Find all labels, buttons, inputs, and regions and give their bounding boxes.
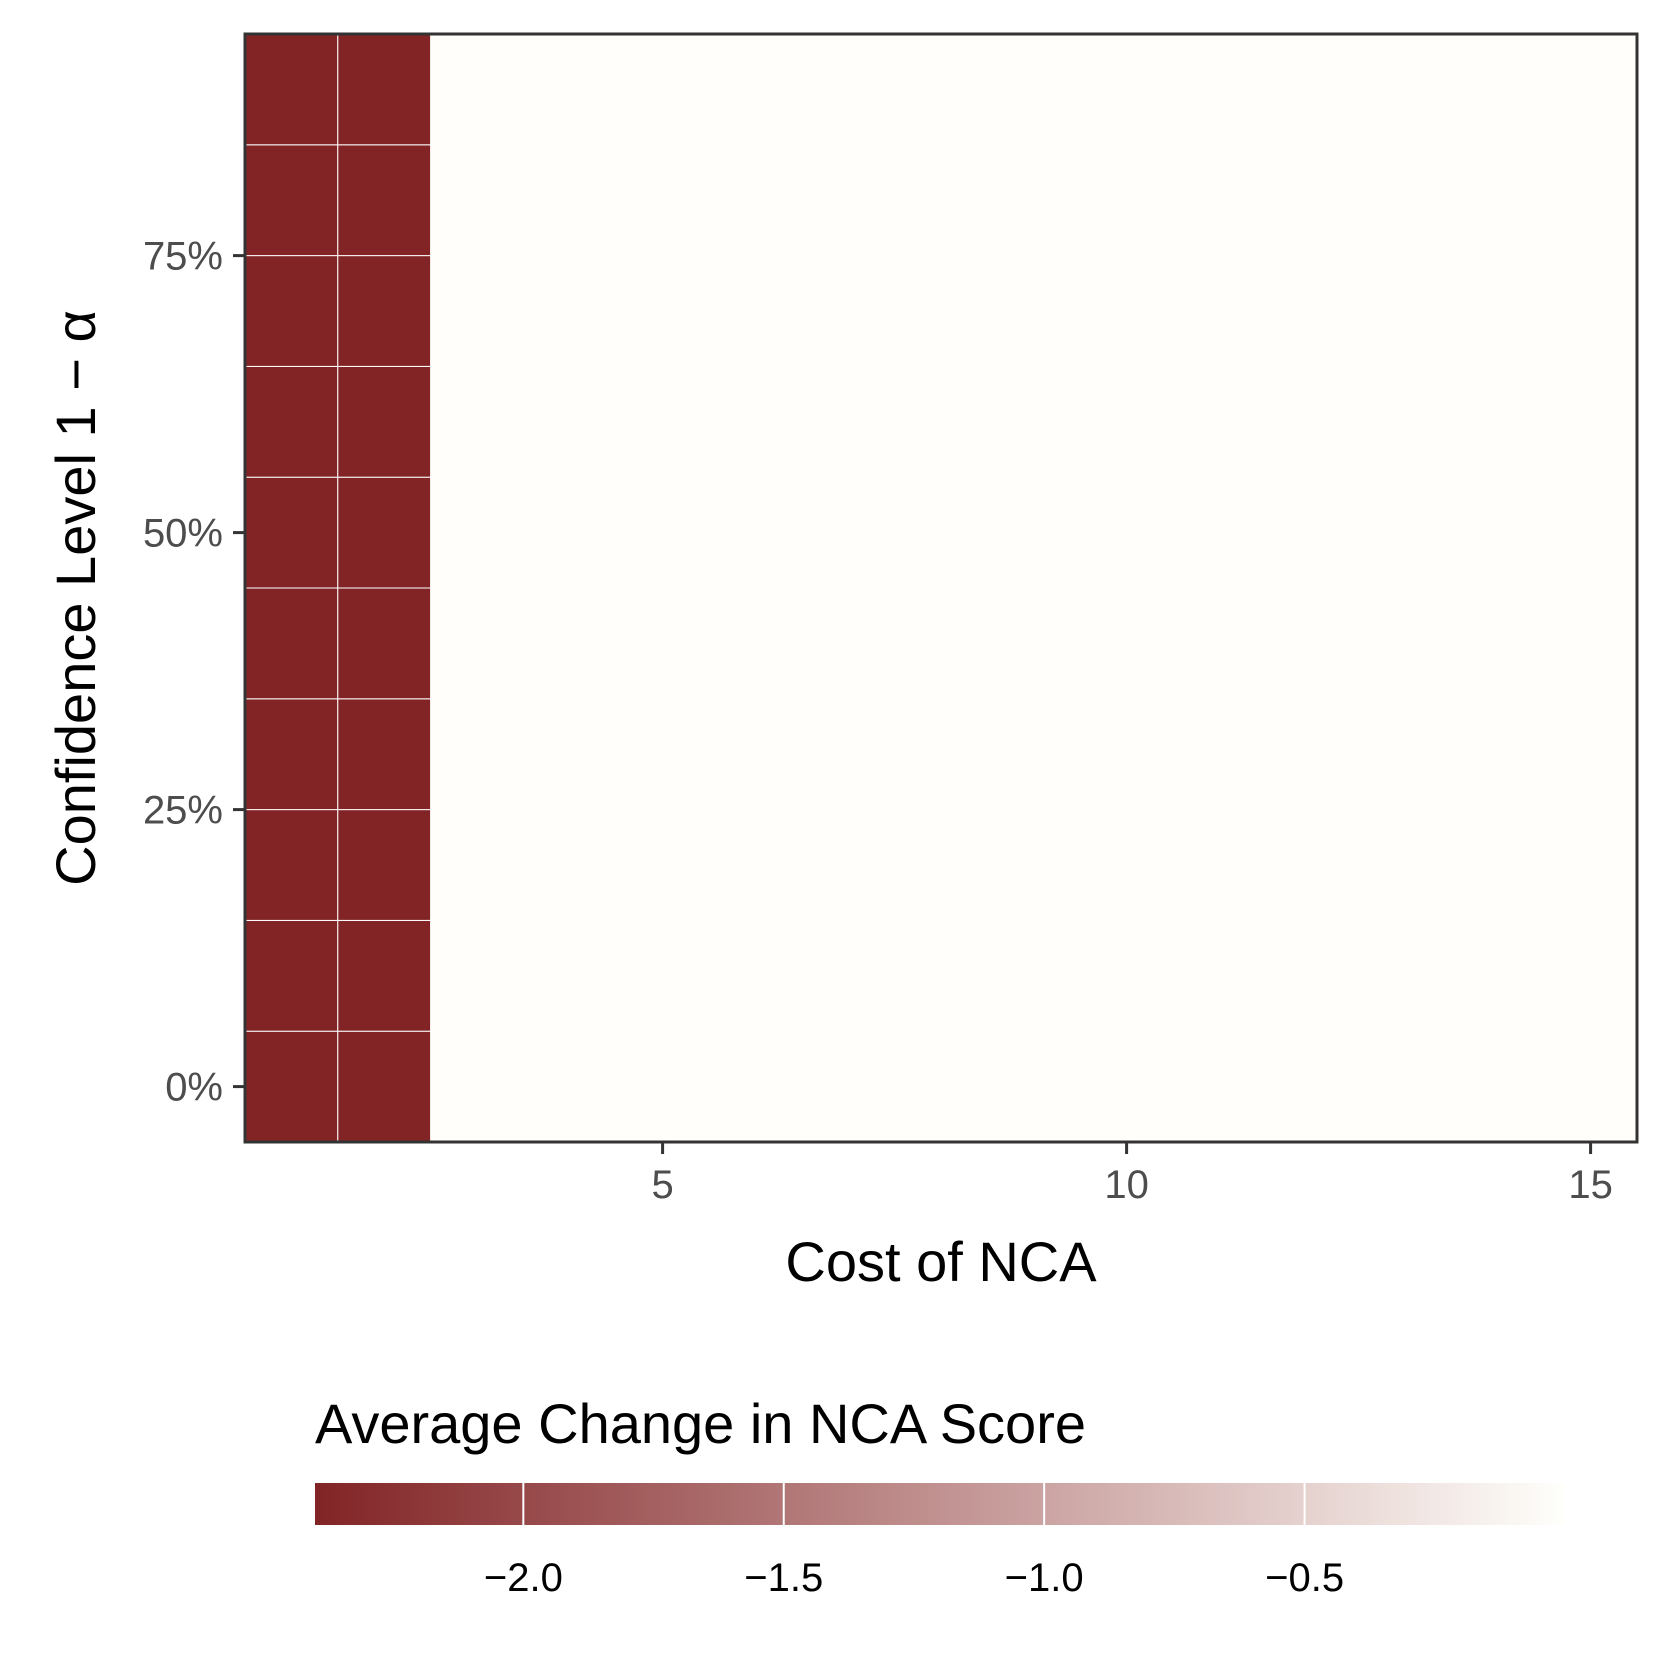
heatmap-tile [337,1030,432,1143]
y-axis-title: Confidence Level 1 − α [44,310,107,886]
heatmap-tile [244,33,339,146]
x-tick-label: 5 [651,1163,673,1207]
y-tick-label: 75% [143,235,223,279]
heatmap-tile [337,809,432,921]
heatmap-tile [337,33,432,146]
plot-panel-border [243,32,1639,1144]
legend-title: Average Change in NCA Score [315,1392,1086,1455]
heatmap-tile [337,255,432,367]
heatmap-tile [244,698,339,811]
x-tick-label: 10 [1104,1163,1149,1207]
heatmap-tile [244,365,339,478]
heatmap-tile [244,1030,339,1143]
colorbar-tick-label: −2.0 [484,1556,563,1600]
heatmap-tile [244,144,339,257]
heatmap-tiles [244,33,432,1143]
colorbar-legend: Average Change in NCA Score −2.0 −1.5 −1.0… [315,1392,1565,1600]
x-axis-title: Cost of NCA [785,1230,1097,1293]
heatmap-tile [244,587,339,700]
x-axis: 5 10 15 [651,1142,1613,1207]
colorbar-tick-label: −1.0 [1005,1556,1084,1600]
heatmap-tile [244,255,339,367]
x-tick-label: 15 [1568,1163,1613,1207]
plot-panel-background [245,34,1637,1142]
colorbar-tick-label: −0.5 [1265,1556,1344,1600]
heatmap-tile [337,698,432,811]
heatmap-tile [337,587,432,700]
y-tick-label: 25% [143,789,223,833]
heatmap-tile [337,365,432,478]
heatmap-tile [337,919,432,1032]
y-tick-label: 50% [143,512,223,556]
colorbar-tick-label: −1.5 [744,1556,823,1600]
y-axis: 0% 25% 50% 75% [143,235,245,1110]
heatmap-tile [244,476,339,589]
colorbar [315,1483,1565,1525]
heatmap-tile [337,476,432,589]
y-tick-label: 0% [165,1066,223,1110]
heatmap-tile [244,809,339,921]
heatmap-tile [244,919,339,1032]
colorbar-ticks: −2.0 −1.5 −1.0 −0.5 [484,1483,1344,1600]
heatmap-tile [337,144,432,257]
